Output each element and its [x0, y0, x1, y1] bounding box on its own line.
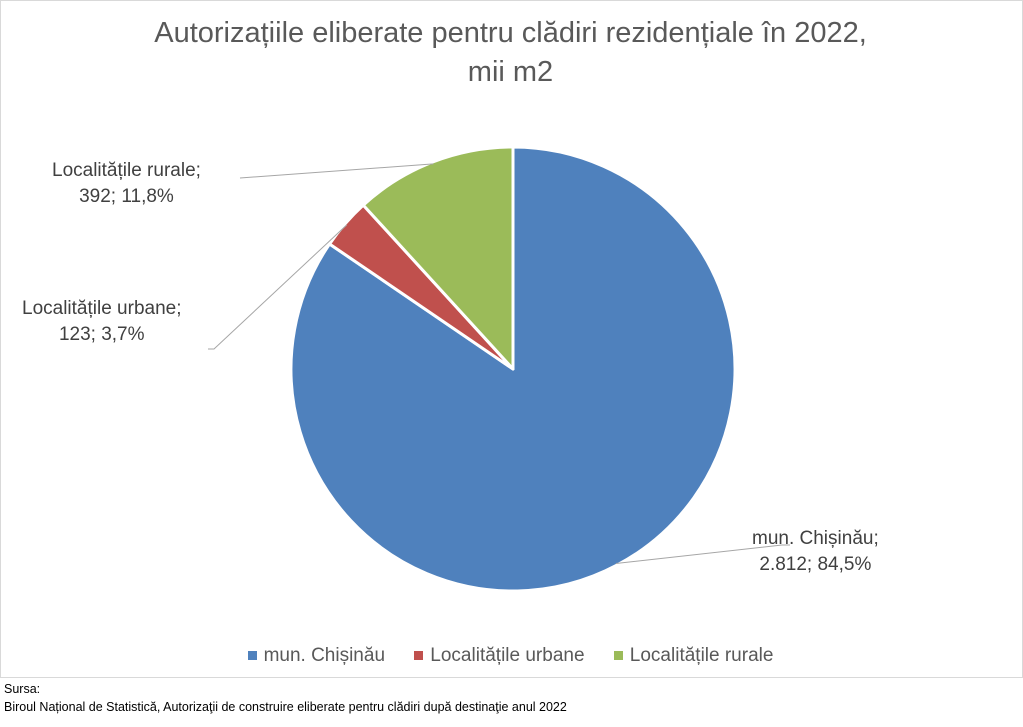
pie-slice-rurale	[361, 145, 515, 371]
data-label-rurale-value: 392; 11,8%	[79, 186, 174, 207]
data-label-rurale: Localitățile rurale; 392; 11,8%	[52, 158, 201, 210]
legend-label-chisinau: mun. Chișinău	[263, 644, 386, 666]
pie-chart	[208, 145, 790, 593]
legend-swatch-rurale	[613, 651, 623, 660]
data-label-urbane: Localitățile urbane; 123; 3,7%	[22, 296, 182, 348]
data-label-urbane-name: Localitățile urbane;	[22, 298, 182, 319]
legend-item-urbane: Localitățile urbane	[414, 644, 585, 667]
legend-label-rurale: Localitățile rurale	[629, 644, 774, 666]
data-label-rurale-name: Localitățile rurale;	[52, 160, 201, 181]
legend-item-chisinau: mun. Chișinău	[247, 644, 386, 667]
legend-swatch-chisinau	[247, 651, 257, 660]
data-label-chisinau-value: 2.812; 84,5%	[759, 554, 872, 575]
chart-title-line-1: Autorizațiile eliberate pentru clădiri r…	[154, 17, 867, 49]
leader-line-chisinau	[615, 544, 790, 564]
source-text: Biroul Național de Statistică, Autorizaţ…	[4, 700, 567, 714]
legend-item-rurale: Localitățile rurale	[613, 644, 774, 667]
legend-label-urbane: Localitățile urbane	[430, 644, 585, 666]
legend: mun. Chișinău Localitățile urbane Locali…	[0, 644, 1021, 667]
data-label-chisinau-name: mun. Chișinău;	[752, 528, 879, 549]
source-heading: Sursa:	[4, 682, 41, 696]
data-label-urbane-value: 123; 3,7%	[58, 324, 145, 345]
data-label-chisinau: mun. Chișinău; 2.812; 84,5%	[752, 526, 879, 578]
legend-swatch-urbane	[414, 651, 424, 660]
source-note: Sursa: Biroul Național de Statistică, Au…	[4, 680, 567, 716]
leader-line-urbane	[208, 224, 348, 350]
chart-title-line-2: mii m2	[467, 56, 554, 88]
chart-title: Autorizațiile eliberate pentru clădiri r…	[0, 14, 1021, 92]
leader-line-rurale	[239, 163, 434, 179]
